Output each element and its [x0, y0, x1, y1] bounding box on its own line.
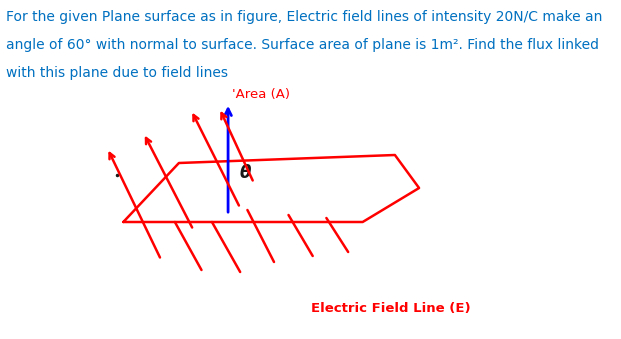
Text: 'Area (A): 'Area (A) — [232, 88, 290, 101]
Text: θ: θ — [239, 164, 251, 182]
Text: Electric Field Line (E): Electric Field Line (E) — [311, 302, 471, 315]
Text: with this plane due to field lines: with this plane due to field lines — [6, 66, 228, 80]
Text: For the given Plane surface as in figure, Electric field lines of intensity 20N/: For the given Plane surface as in figure… — [6, 10, 602, 24]
Text: angle of 60° with normal to surface. Surface area of plane is 1m². Find the flux: angle of 60° with normal to surface. Sur… — [6, 38, 599, 52]
